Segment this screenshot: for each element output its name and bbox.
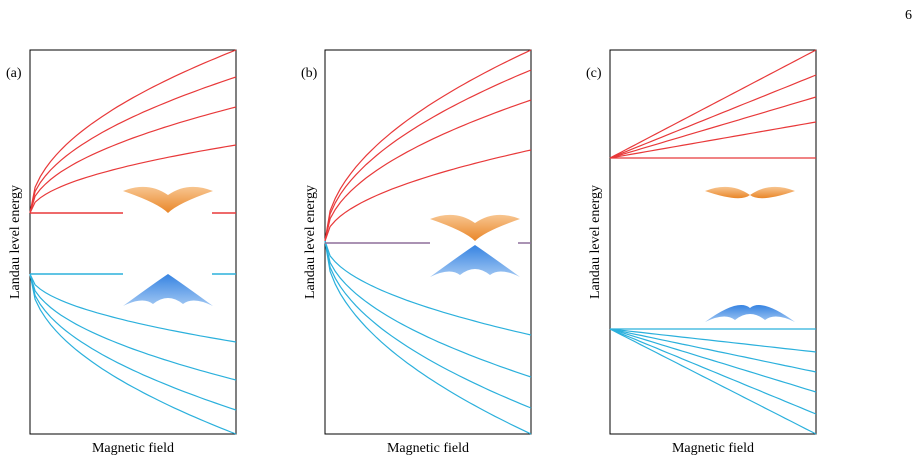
landau-level (609, 121, 817, 159)
x-axis-label: Magnetic field (672, 441, 754, 456)
page-number: 6 (905, 8, 912, 23)
valence-cone (705, 305, 795, 322)
landau-level (29, 273, 237, 435)
landau-level (324, 69, 532, 242)
x-axis-label: Magnetic field (387, 441, 469, 456)
panel-frame (324, 49, 532, 435)
landau-level (29, 273, 237, 381)
x-axis-label: Magnetic field (92, 441, 174, 456)
landau-level (609, 328, 817, 393)
conduction-cone (123, 186, 213, 213)
y-axis-label: Landau level energy (8, 185, 23, 299)
y-axis-label: Landau level energy (588, 185, 603, 299)
panel-label: (b) (301, 66, 318, 81)
landau-level (29, 76, 237, 214)
landau-level (29, 144, 237, 214)
landau-level (609, 328, 817, 435)
landau-level (29, 106, 237, 214)
landau-level (324, 240, 532, 409)
landau-level (609, 49, 817, 159)
landau-level (609, 96, 817, 159)
panel-label: (a) (6, 66, 22, 81)
y-axis-label: Landau level energy (303, 185, 318, 299)
landau-level (609, 328, 817, 353)
landau-level (29, 49, 237, 214)
valence-cone (123, 274, 213, 306)
landau-level (324, 240, 532, 378)
landau-level (324, 240, 532, 435)
panel-frame (29, 49, 237, 435)
conduction-cone (430, 214, 520, 241)
landau-level (29, 273, 237, 411)
landau-level (609, 74, 817, 159)
landau-level (324, 240, 532, 336)
valence-cone (430, 245, 520, 277)
landau-level (324, 99, 532, 242)
landau-level (609, 328, 817, 415)
landau-level (324, 149, 532, 242)
landau-level (324, 49, 532, 242)
conduction-cone (705, 186, 795, 199)
panel-frame (609, 49, 817, 435)
landau-level (29, 273, 237, 343)
panel-label: (c) (586, 66, 602, 81)
landau-level (609, 328, 817, 373)
